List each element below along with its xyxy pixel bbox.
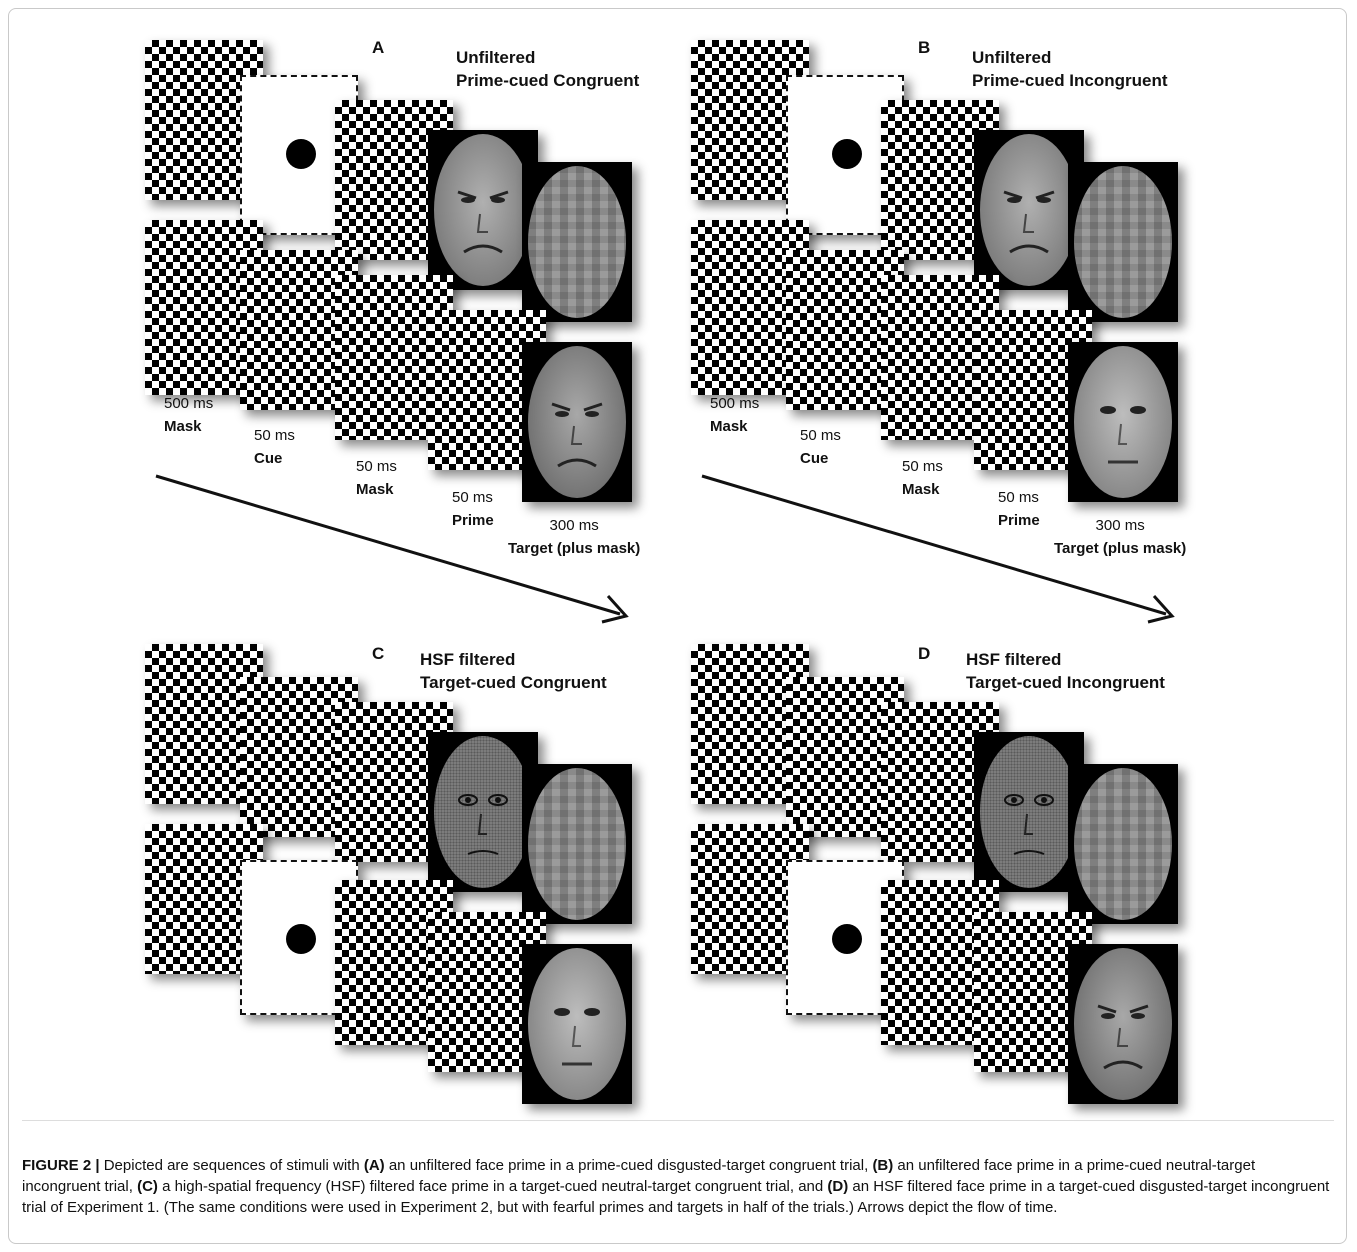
condition-title-line1: Unfiltered (972, 48, 1052, 67)
target-face-frame (522, 342, 632, 502)
condition-title-line2: Prime-cued Incongruent (972, 71, 1168, 90)
cue-dot (832, 139, 862, 169)
panel-d: D HSF filtered Target-cued Incongruent (686, 632, 1246, 1112)
cue-dot (286, 924, 316, 954)
disgusted-face-image (528, 346, 626, 498)
timing-label: 50 ms Cue (800, 427, 841, 467)
cue-dot (286, 139, 316, 169)
prime-face-frame (428, 732, 538, 892)
panel-letter: B (918, 38, 931, 57)
scrambled-mask-frame (522, 764, 632, 924)
prime-face-frame (428, 130, 538, 290)
figure-label: FIGURE 2 | (22, 1157, 100, 1174)
panel-c: C HSF filtered Target-cued Congruent (140, 632, 700, 1112)
neutral-face-image (1074, 346, 1172, 498)
timing-label: 300 ms Target (plus mask) (508, 517, 641, 557)
panel-letter: A (372, 38, 385, 57)
panel-a: A Unfiltered Prime-cued Congruent 500 ms… (140, 30, 700, 630)
timing-label: 50 ms Prime (452, 489, 494, 529)
condition-title-line1: Unfiltered (456, 48, 536, 67)
condition-title: Unfiltered Prime-cued Congruent (456, 46, 639, 92)
timing-label: 500 ms Mask (164, 395, 214, 435)
timing-label: 50 ms Mask (356, 458, 397, 498)
hsf-filtered-face-image (980, 736, 1078, 888)
disgusted-face-image (980, 134, 1078, 286)
condition-title: Unfiltered Prime-cued Incongruent (972, 46, 1168, 92)
condition-title-line2: Prime-cued Congruent (456, 71, 640, 90)
scrambled-face-mask (528, 768, 626, 920)
time-flow-arrow (701, 474, 1175, 624)
target-face-frame (522, 944, 632, 1104)
hsf-filtered-face-image (434, 736, 532, 888)
condition-title-line2: Target-cued Incongruent (966, 673, 1165, 692)
scrambled-face-mask (1074, 166, 1172, 318)
time-flow-arrow (155, 474, 629, 624)
panel-letter: D (918, 644, 931, 663)
scrambled-face-mask (1074, 768, 1172, 920)
condition-title-line1: HSF filtered (420, 650, 516, 669)
condition-title-line2: Target-cued Congruent (420, 673, 607, 692)
condition-title: HSF filtered Target-cued Congruent (420, 648, 607, 694)
panel-b: B Unfiltered Prime-cued Incongruent 500 … (686, 30, 1246, 630)
condition-title-line1: HSF filtered (966, 650, 1062, 669)
prime-face-frame (974, 732, 1084, 892)
timing-label: 50 ms Mask (902, 458, 943, 498)
timing-label: 50 ms Cue (254, 427, 295, 467)
disgusted-face-image (1074, 948, 1172, 1100)
condition-title: HSF filtered Target-cued Incongruent (966, 648, 1165, 694)
prime-face-frame (974, 130, 1084, 290)
scrambled-face-mask (528, 166, 626, 318)
cue-dot (832, 924, 862, 954)
timing-label: 500 ms Mask (710, 395, 760, 435)
timing-label: 300 ms Target (plus mask) (1054, 517, 1187, 557)
caption-divider (22, 1120, 1334, 1121)
scrambled-mask-frame (522, 162, 632, 322)
timing-label: 50 ms Prime (998, 489, 1040, 529)
disgusted-face-image (434, 134, 532, 286)
panel-letter: C (372, 644, 385, 663)
figure-caption: FIGURE 2 | Depicted are sequences of sti… (22, 1157, 1330, 1216)
scrambled-mask-frame (1068, 764, 1178, 924)
target-face-frame (1068, 342, 1178, 502)
scrambled-mask-frame (1068, 162, 1178, 322)
target-face-frame (1068, 944, 1178, 1104)
neutral-face-image (528, 948, 626, 1100)
mask-frame (145, 824, 263, 974)
